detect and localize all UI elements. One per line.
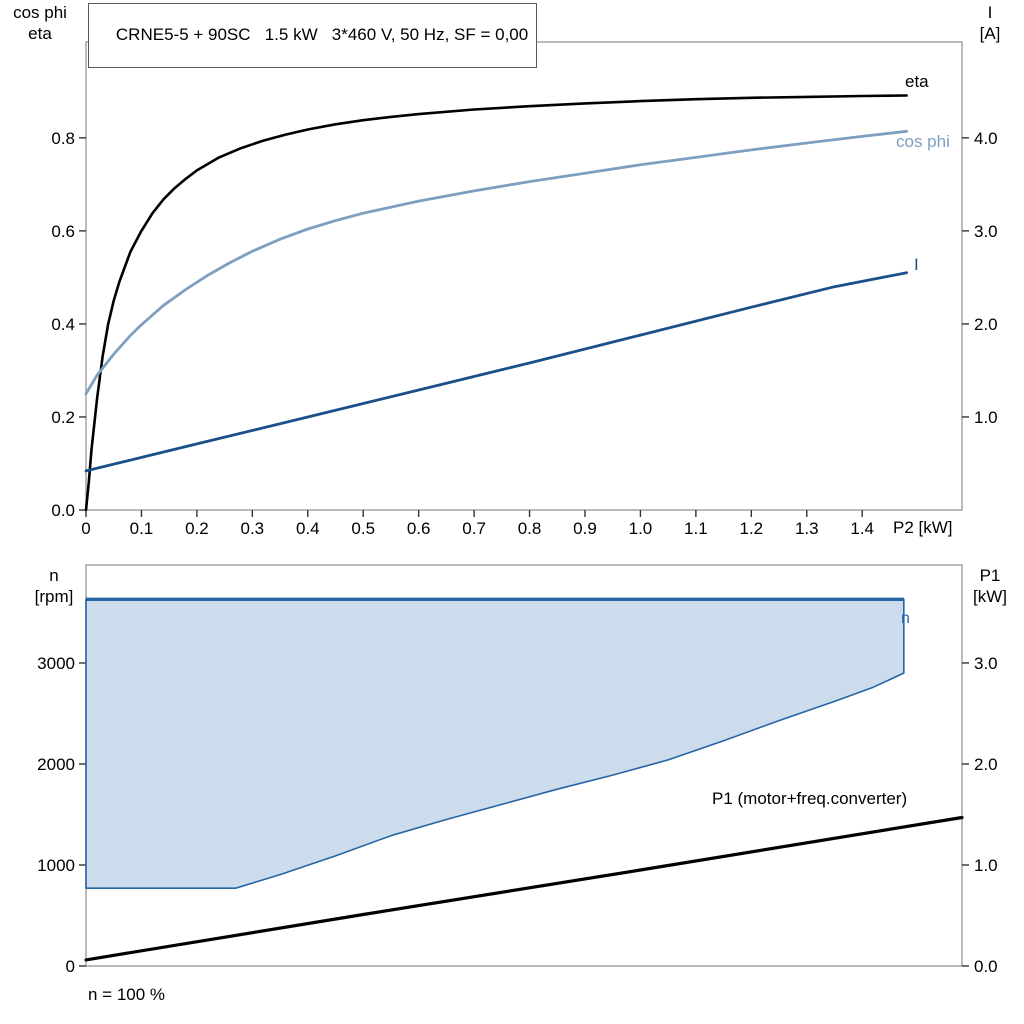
p1-curve-label: P1 (motor+freq.converter) — [712, 789, 908, 808]
axis-label-current-unit: [A] — [979, 24, 1001, 44]
y-right-tick-label: 1.0 — [974, 856, 998, 875]
y-right-tick-label: 3.0 — [974, 222, 998, 241]
x-tick-label: 0 — [81, 519, 90, 538]
y-left-tick-label: 1000 — [37, 856, 75, 875]
top-right-axis-label: I [A] — [966, 2, 1014, 45]
x-tick-label: 0.6 — [407, 519, 431, 538]
x-tick-label: 0.5 — [351, 519, 375, 538]
current-curve-label: I — [914, 255, 919, 274]
x-axis-unit-label: P2 [kW] — [893, 518, 953, 537]
n-curve-label: n — [901, 610, 910, 627]
cos-phi-curve-label: cos phi — [896, 132, 950, 151]
cos-phi-curve — [84, 129, 908, 396]
y-right-tick-label: 2.0 — [974, 315, 998, 334]
axis-label-p1: P1 — [979, 566, 1001, 585]
n-region — [85, 598, 905, 889]
y-right-tick-label: 0.0 — [974, 957, 998, 976]
axis-label-eta: eta — [28, 24, 52, 44]
axis-label-p1-unit: [kW] — [973, 587, 1007, 607]
chart-title: CRNE5-5 + 90SC 1.5 kW 3*460 V, 50 Hz, SF… — [115, 25, 529, 44]
y-left-tick-label: 0.8 — [51, 129, 75, 148]
p1-motor-freq-converter--curve — [84, 815, 964, 962]
y-left-tick-label: 0.2 — [51, 408, 75, 427]
axis-label-speed-unit: [rpm] — [34, 587, 74, 607]
x-tick-label: 1.2 — [739, 519, 763, 538]
y-left-tick-label: 0.4 — [51, 315, 75, 334]
x-tick-label: 0.1 — [130, 519, 154, 538]
y-left-tick-label: 3000 — [37, 654, 75, 673]
y-right-tick-label: 3.0 — [974, 654, 998, 673]
eta-curve — [84, 94, 908, 512]
x-tick-label: 0.7 — [462, 519, 486, 538]
bottom-right-axis-label: P1 [kW] — [962, 565, 1018, 608]
bottom-left-axis-label: n [rpm] — [18, 565, 90, 608]
axis-label-speed: n — [49, 566, 59, 585]
y-right-tick-label: 4.0 — [974, 129, 998, 148]
axis-label-cos-phi: cos phi — [13, 3, 67, 22]
y-right-tick-label: 2.0 — [974, 755, 998, 774]
y-right-tick-label: 1.0 — [974, 408, 998, 427]
y-left-tick-label: 0.0 — [51, 501, 75, 520]
y-left-tick-label: 0 — [66, 957, 75, 976]
chart-title-box: CRNE5-5 + 90SC 1.5 kW 3*460 V, 50 Hz, SF… — [88, 3, 538, 68]
x-tick-label: 1.3 — [795, 519, 819, 538]
speed-annotation: n = 100 % — [88, 985, 166, 1004]
top-left-axis-label: cos phi eta — [4, 2, 76, 45]
i-curve — [84, 271, 908, 473]
x-tick-label: 0.3 — [241, 519, 265, 538]
x-tick-label: 0.4 — [296, 519, 320, 538]
x-tick-label: 0.9 — [573, 519, 597, 538]
x-tick-label: 0.2 — [185, 519, 209, 538]
y-left-tick-label: 2000 — [37, 755, 75, 774]
x-tick-label: 1.0 — [629, 519, 653, 538]
x-tick-label: 1.1 — [684, 519, 708, 538]
axis-label-current: I — [987, 3, 993, 22]
y-left-tick-label: 0.6 — [51, 222, 75, 241]
x-tick-label: 1.4 — [850, 519, 874, 538]
x-tick-label: 0.8 — [518, 519, 542, 538]
eta-curve-label: eta — [905, 72, 929, 91]
